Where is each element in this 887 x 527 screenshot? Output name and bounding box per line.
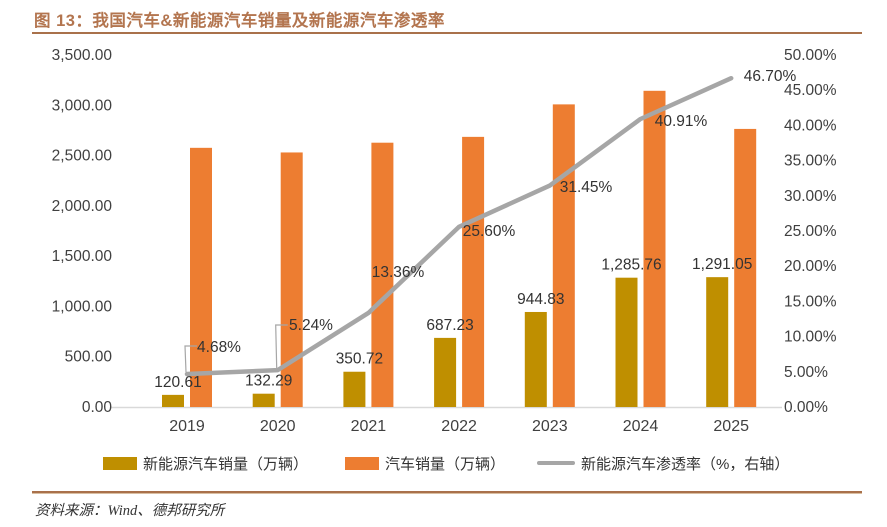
auto-bar xyxy=(734,128,757,408)
title-rule xyxy=(32,32,862,34)
auto-bar xyxy=(371,142,394,407)
penetration-label: 4.68% xyxy=(197,339,241,356)
x-axis-label: 2022 xyxy=(441,418,477,435)
nev-value-label: 120.61 xyxy=(154,374,201,391)
label-leader-line xyxy=(275,324,288,369)
x-axis-label: 2020 xyxy=(260,418,296,435)
nev-value-label: 350.72 xyxy=(336,351,383,368)
auto-sales-swatch xyxy=(345,456,379,470)
nev-value-label: 132.29 xyxy=(245,373,292,390)
legend-label-auto-sales: 汽车销量（万辆） xyxy=(385,455,506,473)
legend-label-penetration: 新能源汽车渗透率（%，右轴） xyxy=(581,455,790,473)
legend-label-nev-sales: 新能源汽车销量（万辆） xyxy=(143,455,309,473)
x-axis-label: 2025 xyxy=(713,418,749,435)
nev-value-label: 687.23 xyxy=(426,317,473,334)
label-leader-line xyxy=(184,345,197,373)
right-axis-tick: 5.00% xyxy=(784,364,828,381)
nev-bar xyxy=(343,371,366,407)
penetration-label: 5.24% xyxy=(289,317,333,334)
auto-bar xyxy=(190,147,212,407)
legend-item-nev-sales: 新能源汽车销量（万辆） xyxy=(103,452,308,474)
left-axis-tick: 3,500.00 xyxy=(52,47,113,64)
combo-chart: 0.00 500.00 1,000.00 1,500.00 2,000.00 2,500.… xyxy=(52,47,837,435)
left-axis-tick: 2,000.00 xyxy=(52,198,113,215)
nev-bar xyxy=(162,394,184,407)
left-axis-tick: 1,500.00 xyxy=(52,248,113,265)
right-axis-tick: 50.00% xyxy=(784,47,837,64)
right-axis-tick: 10.00% xyxy=(784,329,837,346)
chart-legend: 新能源汽车销量（万辆） 汽车销量（万辆） 新能源汽车渗透率（%，右轴） xyxy=(0,452,887,474)
right-axis-tick: 15.00% xyxy=(784,293,837,310)
x-axis-label: 2019 xyxy=(169,418,205,435)
left-axis-tick: 0.00 xyxy=(82,399,113,416)
nev-sales-swatch xyxy=(103,456,137,470)
x-axis-label: 2024 xyxy=(623,418,659,435)
auto-bar xyxy=(280,152,303,407)
right-axis-tick: 0.00% xyxy=(784,399,828,416)
x-axis-label: 2021 xyxy=(351,418,387,435)
right-axis-tick: 40.00% xyxy=(784,117,837,134)
left-axis-tick: 500.00 xyxy=(65,349,113,366)
penetration-line xyxy=(184,75,734,377)
nev-bar xyxy=(615,277,638,407)
source-note: 资料来源：Wind、德邦研究所 xyxy=(35,503,225,519)
nev-bar xyxy=(434,337,457,407)
auto-bar xyxy=(643,90,666,407)
left-axis-tick: 2,500.00 xyxy=(52,148,113,165)
x-axis-label: 2023 xyxy=(532,418,568,435)
right-axis-tick: 45.00% xyxy=(784,82,837,99)
penetration-label: 25.60% xyxy=(463,223,516,240)
legend-item-penetration: 新能源汽车渗透率（%，右轴） xyxy=(537,452,789,474)
left-axis-tick: 3,000.00 xyxy=(52,97,113,114)
nev-value-label: 1,291.05 xyxy=(692,256,752,273)
legend-item-auto-sales: 汽车销量（万辆） xyxy=(345,452,505,474)
left-axis-tick: 1,000.00 xyxy=(52,298,113,315)
auto-bar xyxy=(552,104,575,408)
penetration-label: 31.45% xyxy=(560,179,613,196)
nev-bar xyxy=(524,311,547,407)
penetration-swatch xyxy=(537,461,575,465)
right-axis-tick: 20.00% xyxy=(784,258,837,275)
nev-value-label: 1,285.76 xyxy=(601,257,661,274)
footer-rule xyxy=(32,491,862,494)
nev-bar xyxy=(706,277,729,407)
right-axis-tick: 35.00% xyxy=(784,153,837,170)
penetration-label: 13.36% xyxy=(372,264,425,281)
right-axis-tick: 30.00% xyxy=(784,188,837,205)
right-axis-tick: 25.00% xyxy=(784,223,837,240)
nev-value-label: 944.83 xyxy=(517,291,564,308)
nev-bar xyxy=(252,393,275,407)
auto-bar xyxy=(462,136,485,407)
figure-title: 图 13：我国汽车&新能源汽车销量及新能源汽车渗透率 xyxy=(34,12,445,30)
penetration-label: 46.70% xyxy=(744,68,797,85)
penetration-label: 40.91% xyxy=(655,113,708,130)
